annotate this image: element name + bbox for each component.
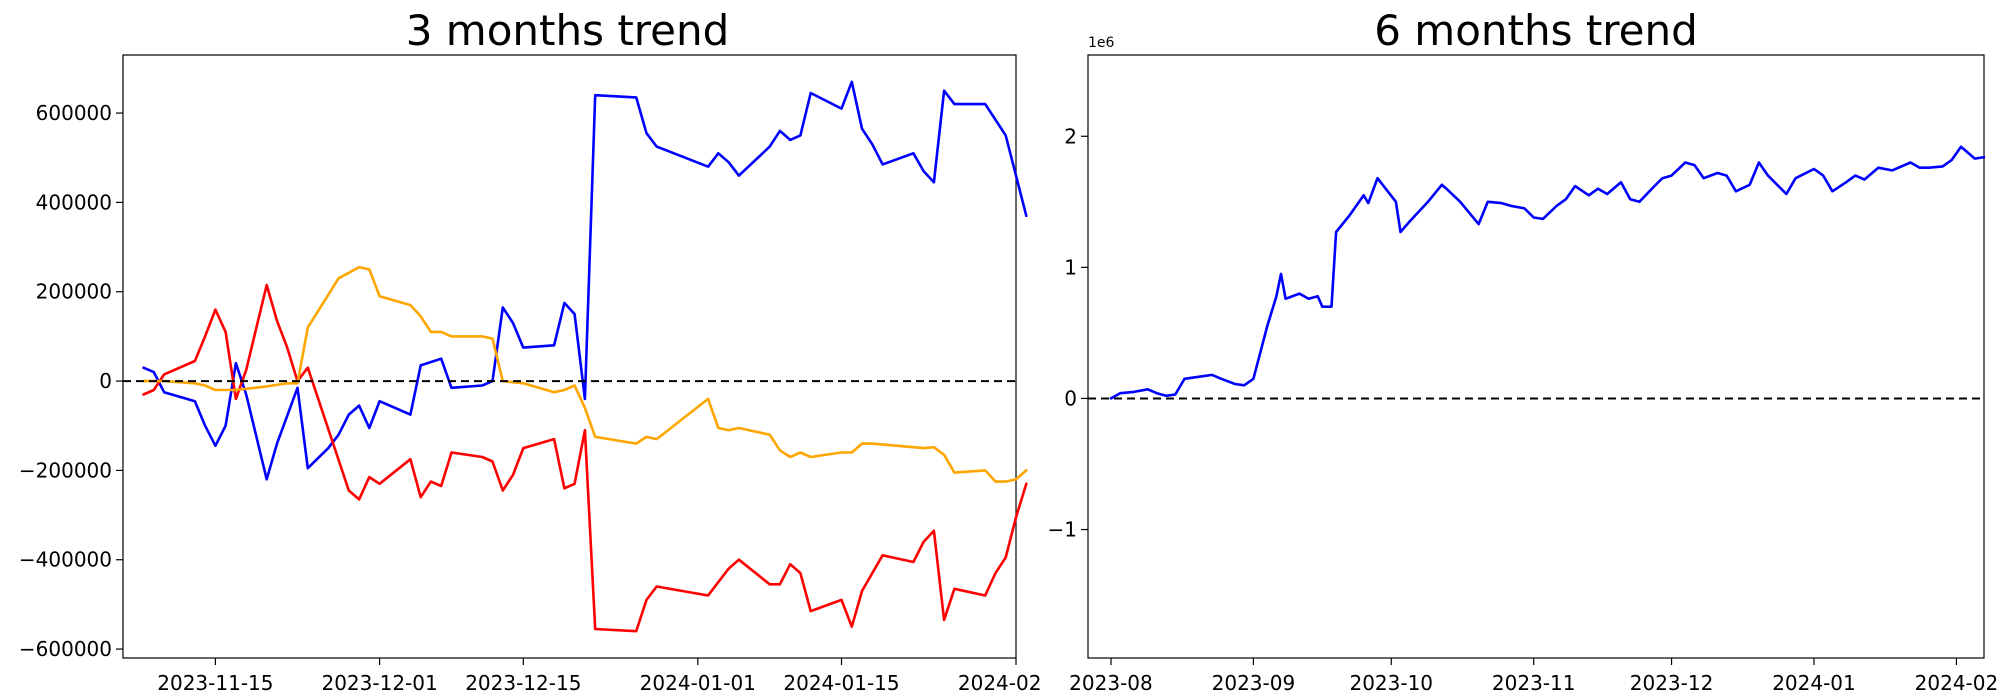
x-tick-label: 2023-11-15 [157, 671, 273, 695]
x-tick-label: 2023-12 [1630, 671, 1714, 695]
y-tick-label: −400000 [19, 548, 112, 572]
y-tick-label: 200000 [36, 280, 112, 304]
x-tick-label: 2023-09 [1212, 671, 1296, 695]
x-tick-label: 2023-12-15 [465, 671, 581, 695]
plot-area-frame [122, 54, 1017, 659]
y-tick-label: 600000 [36, 101, 112, 125]
x-tick-label: 2024-01-01 [640, 671, 756, 695]
y-tick-label: −1 [1048, 518, 1077, 542]
y-tick-label: 400000 [36, 190, 112, 214]
series-line-3 [142, 265, 1028, 483]
x-tick-label: 2024-01-15 [783, 671, 899, 695]
x-tick-label: 2024-02 [1915, 671, 1999, 695]
x-tick-label: 2023-11 [1492, 671, 1576, 695]
y-tick-label: 1 [1064, 255, 1077, 279]
plot-area-frame [1087, 54, 1985, 659]
y-scale-label: 1e6 [1088, 35, 1115, 51]
x-tick-label: 2023-10 [1349, 671, 1433, 695]
series-line-1 [1109, 145, 1986, 400]
y-tick-label: 2 [1064, 124, 1077, 148]
series-line-2 [142, 283, 1028, 633]
x-tick-label: 2023-12-01 [321, 671, 437, 695]
x-tick-label: 2023-08 [1069, 671, 1153, 695]
chart-panel-3-months: 3 months trend 600000 400000 200000 0 −20000… [19, 6, 1040, 695]
y-tick-label: 0 [99, 369, 112, 393]
y-tick-label: −200000 [19, 458, 112, 482]
chart-3-months: 600000 400000 200000 0 −200000 −400000 −600000… [19, 54, 1040, 695]
x-tick-label: 2024-02-01 [958, 671, 1040, 695]
x-tick-label: 2024-01 [1772, 671, 1856, 695]
series-line-1 [142, 80, 1028, 481]
y-tick-label: 0 [1064, 386, 1077, 410]
y-tick-label: −600000 [19, 637, 112, 661]
chart-title-6-months: 6 months trend [1374, 6, 1698, 55]
chart-title-3-months: 3 months trend [405, 6, 730, 55]
